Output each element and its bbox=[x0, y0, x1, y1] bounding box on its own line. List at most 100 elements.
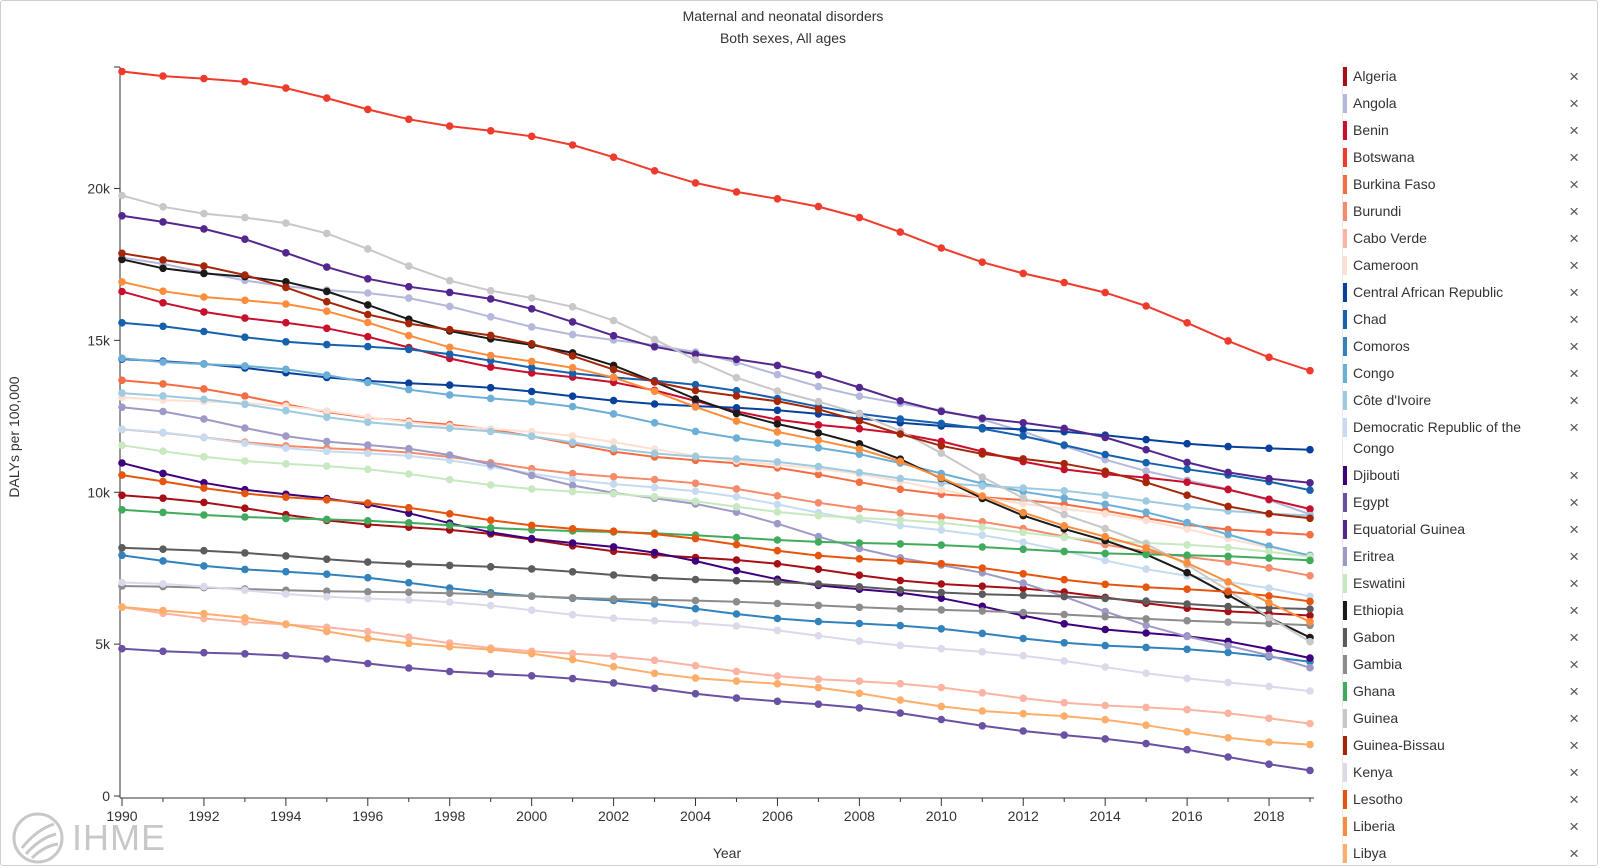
data-point[interactable] bbox=[1142, 597, 1150, 605]
data-point[interactable] bbox=[445, 667, 454, 676]
data-point[interactable] bbox=[405, 509, 413, 517]
data-point[interactable] bbox=[282, 338, 290, 346]
series-kenya[interactable] bbox=[118, 578, 1314, 695]
data-point[interactable] bbox=[241, 235, 249, 243]
data-point[interactable] bbox=[814, 444, 823, 452]
data-point[interactable] bbox=[364, 659, 372, 668]
data-point[interactable] bbox=[978, 582, 987, 590]
data-point[interactable] bbox=[241, 489, 249, 498]
data-point[interactable] bbox=[855, 704, 864, 712]
data-point[interactable] bbox=[937, 606, 946, 614]
data-point[interactable] bbox=[364, 634, 372, 643]
data-point[interactable] bbox=[364, 418, 372, 427]
data-point[interactable] bbox=[650, 669, 659, 678]
data-point[interactable] bbox=[241, 362, 249, 370]
remove-series-icon[interactable]: × bbox=[1569, 364, 1579, 383]
data-point[interactable] bbox=[1306, 663, 1314, 672]
data-point[interactable] bbox=[527, 521, 536, 530]
data-point[interactable] bbox=[1060, 522, 1068, 530]
data-point[interactable] bbox=[159, 469, 167, 478]
data-point[interactable] bbox=[855, 555, 864, 563]
data-point[interactable] bbox=[200, 209, 208, 218]
data-point[interactable] bbox=[896, 605, 905, 613]
data-point[interactable] bbox=[486, 524, 495, 532]
data-point[interactable] bbox=[773, 508, 782, 516]
data-point[interactable] bbox=[445, 288, 454, 297]
data-point[interactable] bbox=[1019, 545, 1027, 554]
data-point[interactable] bbox=[1183, 600, 1191, 608]
legend-item[interactable]: Guinea-Bissau × bbox=[1343, 732, 1593, 759]
data-point[interactable] bbox=[200, 498, 208, 507]
data-point[interactable] bbox=[1224, 648, 1232, 657]
data-point[interactable] bbox=[527, 305, 536, 313]
data-point[interactable] bbox=[1060, 278, 1068, 287]
data-point[interactable] bbox=[1183, 551, 1191, 559]
data-point[interactable] bbox=[405, 596, 413, 604]
data-point[interactable] bbox=[650, 335, 659, 344]
data-point[interactable] bbox=[1306, 597, 1314, 606]
data-point[interactable] bbox=[527, 363, 536, 372]
data-point[interactable] bbox=[118, 376, 126, 385]
data-point[interactable] bbox=[405, 385, 413, 394]
data-point[interactable] bbox=[773, 439, 782, 447]
data-point[interactable] bbox=[405, 588, 413, 597]
data-point[interactable] bbox=[1224, 578, 1232, 586]
data-point[interactable] bbox=[1060, 494, 1068, 502]
data-point[interactable] bbox=[1224, 552, 1232, 561]
data-point[interactable] bbox=[1224, 709, 1232, 718]
data-point[interactable] bbox=[896, 621, 905, 630]
data-point[interactable] bbox=[118, 255, 126, 264]
data-point[interactable] bbox=[773, 560, 782, 568]
data-point[interactable] bbox=[855, 417, 864, 425]
data-point[interactable] bbox=[609, 543, 618, 551]
data-point[interactable] bbox=[1060, 575, 1068, 584]
data-point[interactable] bbox=[282, 249, 290, 257]
data-point[interactable] bbox=[1019, 508, 1027, 517]
data-point[interactable] bbox=[486, 331, 495, 340]
data-point[interactable] bbox=[691, 427, 700, 436]
data-point[interactable] bbox=[1224, 337, 1232, 345]
data-point[interactable] bbox=[855, 514, 864, 522]
data-point[interactable] bbox=[527, 672, 536, 680]
data-point[interactable] bbox=[855, 619, 864, 628]
data-point[interactable] bbox=[1101, 735, 1109, 743]
data-point[interactable] bbox=[445, 589, 454, 597]
data-point[interactable] bbox=[814, 617, 823, 626]
data-point[interactable] bbox=[1142, 508, 1150, 516]
data-point[interactable] bbox=[896, 696, 905, 704]
remove-series-icon[interactable]: × bbox=[1569, 682, 1579, 701]
data-point[interactable] bbox=[1224, 602, 1232, 611]
data-point[interactable] bbox=[732, 455, 741, 463]
data-point[interactable] bbox=[159, 606, 167, 615]
data-point[interactable] bbox=[855, 440, 864, 448]
data-point[interactable] bbox=[773, 387, 782, 395]
data-point[interactable] bbox=[1019, 727, 1027, 735]
data-point[interactable] bbox=[609, 410, 618, 418]
data-point[interactable] bbox=[1224, 734, 1232, 742]
remove-series-icon[interactable]: × bbox=[1569, 121, 1579, 140]
series-c-te-d-ivoire[interactable] bbox=[118, 389, 1314, 520]
legend-item[interactable]: Egypt × bbox=[1343, 489, 1593, 516]
data-point[interactable] bbox=[814, 382, 823, 391]
data-point[interactable] bbox=[159, 264, 167, 273]
data-point[interactable] bbox=[1142, 721, 1150, 729]
data-point[interactable] bbox=[1019, 694, 1027, 703]
data-point[interactable] bbox=[691, 479, 700, 488]
data-point[interactable] bbox=[200, 546, 208, 555]
data-point[interactable] bbox=[1060, 592, 1068, 601]
data-point[interactable] bbox=[732, 493, 741, 501]
data-point[interactable] bbox=[814, 580, 823, 588]
remove-series-icon[interactable]: × bbox=[1569, 229, 1579, 248]
data-point[interactable] bbox=[691, 487, 700, 496]
data-point[interactable] bbox=[323, 447, 331, 456]
data-point[interactable] bbox=[814, 470, 823, 479]
data-point[interactable] bbox=[445, 598, 454, 606]
data-point[interactable] bbox=[978, 450, 987, 458]
data-point[interactable] bbox=[486, 351, 495, 360]
data-point[interactable] bbox=[855, 468, 864, 477]
legend-item[interactable]: Côte d'Ivoire × bbox=[1343, 387, 1593, 414]
data-point[interactable] bbox=[405, 560, 413, 568]
data-point[interactable] bbox=[978, 425, 987, 433]
data-point[interactable] bbox=[978, 531, 987, 539]
data-point[interactable] bbox=[1060, 533, 1068, 542]
